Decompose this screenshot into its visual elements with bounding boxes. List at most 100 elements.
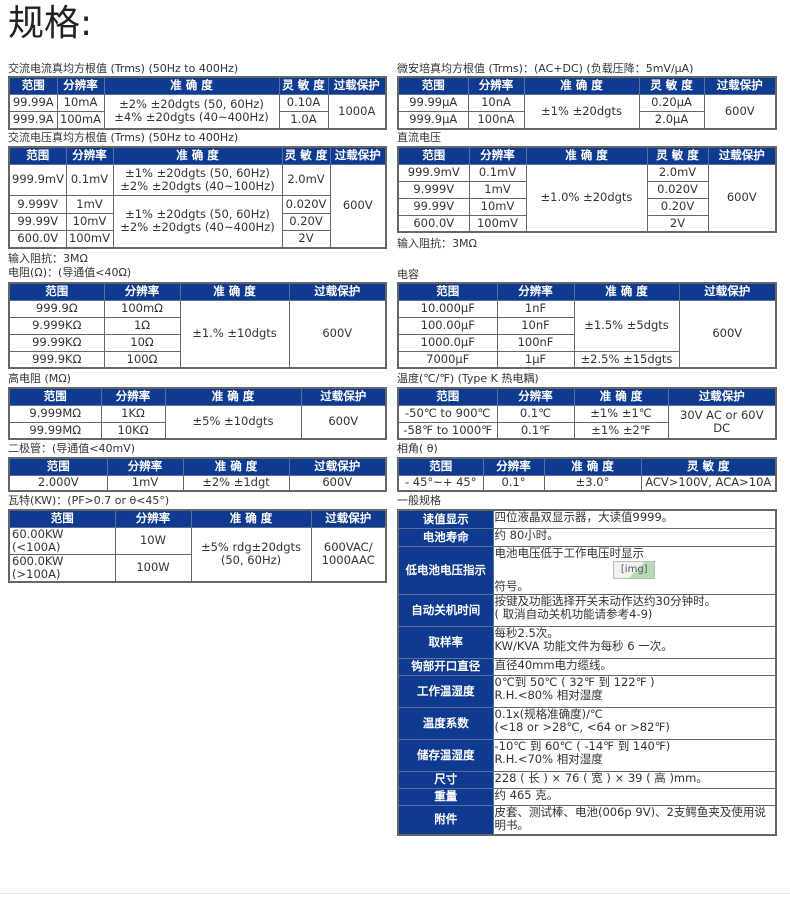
table-cell: 10W: [114, 526, 192, 555]
broken-image-icon: [img]: [613, 560, 656, 579]
table-cell: 10Ω: [103, 333, 181, 352]
header-row: 范围 分辨率准 确 度灵 敏 度: [397, 457, 777, 476]
table-cell: 2V: [646, 214, 709, 233]
column-header-accuracy: 准 确 度: [525, 146, 648, 165]
microamp-caption: 微安培真均方根值 (Trms)：(AC+DC) (负载压降：5mV/µA): [397, 62, 694, 75]
column-header-overload: 过载保护: [288, 457, 387, 476]
column-header-overload: 过载保护: [678, 282, 777, 301]
diode-caption: 二极管：(导通值<40mV): [8, 442, 136, 455]
table-row: 附件 皮套、测试棒、电池(006p 9V)、2支鳄鱼夹及使用说明书。: [397, 804, 777, 836]
column-header-resolution: 分辨率: [468, 146, 527, 165]
table-cell: 1000A: [327, 93, 387, 130]
table-cell: 60.00KW (<100A): [8, 526, 116, 555]
column-header-sensitivity: 灵 敏 度: [281, 146, 331, 165]
table-cell: ±1% ±2℉: [573, 421, 669, 440]
table-cell: 100mΩ: [103, 299, 181, 318]
spec-label: 自动关机时间: [397, 593, 494, 627]
table-row: 999.9A 100mA 1.0A: [8, 110, 386, 130]
column-header-overload: 过载保护: [667, 387, 777, 406]
table-cell: ±1% ±20dgts: [523, 93, 640, 130]
table-cell: 999.9mV: [397, 163, 470, 182]
table-cell: 1000.0µF: [397, 333, 498, 352]
table-cell: 0.1℃: [496, 404, 575, 423]
table-cell: 999.9KΩ: [8, 350, 105, 369]
table-cell: 2.0mV: [281, 163, 331, 196]
table-cell: 9.999V: [397, 180, 470, 199]
table-row: 取样率 每秒2.5次。 KW/KVA 功能文件为每秒 6 一次。: [397, 625, 777, 659]
table-cell: ±3.0°: [543, 474, 642, 492]
temperature-table: 范围 分辨率准 确 度过载保护 -50℃ to 900℃ 0.1℃ ±1% ±1℃ 30V…: [397, 387, 777, 440]
spec-value-line: 符号。: [494, 578, 530, 593]
column-header-range: 范围: [397, 457, 484, 476]
column-header-range: 范围: [397, 282, 498, 301]
header-row: 范围 分辨率准 确 度灵 敏 度过载保护: [8, 76, 387, 95]
table-row: -50℃ to 900℃ 0.1℃ ±1% ±1℃ 30V AC or 60V DC: [397, 404, 777, 440]
table-row: 999.9Ω 100mΩ ±1.% ±10dgts 600V: [8, 299, 387, 369]
table-cell: 皮套、测试棒、电池(006p 9V)、2支鳄鱼夹及使用说明书。: [492, 804, 777, 836]
table-cell: 99.99MΩ: [8, 421, 102, 440]
column-header-resolution: 分辨率: [56, 76, 105, 95]
table-row: 99.99V 10mV 0.20V: [8, 212, 386, 231]
table-cell: 100mV: [468, 214, 527, 233]
general-caption: 一般规格: [397, 494, 441, 507]
phase-table: 范围 分辨率准 确 度灵 敏 度- 45°~+ 45° 0.1° ±3.0° ACV>1…: [397, 457, 777, 492]
high-resistance-caption: 高电阻 (MΩ): [8, 372, 71, 385]
table-cell: 约 80小时。: [492, 527, 777, 547]
column-header-resolution: 分辨率: [496, 282, 575, 301]
column-header-accuracy: 准 确 度: [182, 457, 290, 476]
table-cell: 0.1mV: [468, 163, 527, 182]
table-row: 99.99µA 10nA ±1% ±20dgts 0.20µA 600V: [397, 93, 777, 130]
column-header-overload: 过载保护: [707, 146, 777, 165]
column-header-resolution: 分辨率: [482, 457, 545, 476]
spec-label: 取样率: [397, 625, 494, 659]
table-row: 电池寿命约 80小时。: [397, 527, 777, 547]
table-cell: 7000µF: [397, 350, 498, 369]
column-header-overload: 过载保护: [329, 146, 387, 165]
table-cell: 600V: [300, 404, 387, 440]
table-cell: 99.99V: [8, 212, 67, 231]
temperature-caption: 温度(℃/℉) (Type K 热电耦): [397, 372, 539, 385]
column-header-resolution: 分辨率: [496, 387, 575, 406]
table-cell: 999.9A: [8, 110, 58, 130]
table-cell: 每秒2.5次。 KW/KVA 功能文件为每秒 6 一次。: [492, 625, 777, 659]
table-row: 99.99KΩ 10Ω: [8, 333, 386, 352]
ac-voltage-input-impedance: 输入阻抗：3MΩ: [8, 252, 88, 265]
table-cell: 0℃到 50℃ ( 32℉ 到 122℉ ) R.H.<80% 相对湿度: [492, 674, 777, 708]
table-cell: ±1.% ±10dgts: [179, 299, 290, 369]
header-row: 范围 分辨率准 确 度灵 敏 度过载保护: [397, 146, 777, 165]
ac-current-caption: 交流电流真均方根值 (Trms) (50Hz to 400Hz): [8, 62, 239, 75]
column-header-sensitivity: 灵 敏 度: [640, 457, 777, 476]
table-cell: 600V: [288, 299, 387, 369]
ac-voltage-table: 范围 分辨率准 确 度灵 敏 度过载保护 999.9mV 0.1mV ±1% ±20dg…: [8, 146, 387, 249]
microamp-table: 范围 分辨率准 确 度灵 敏 度过载保护 99.99µA 10nA ±1% ±20dgt…: [397, 76, 777, 130]
table-row: 99.99MΩ 10KΩ: [8, 421, 386, 440]
header-row: 范围 分辨率准 确 度灵 敏 度过载保护: [8, 146, 387, 165]
column-header-resolution: 分辨率: [65, 146, 114, 165]
table-cell: 0.10A: [278, 93, 329, 112]
column-header-sensitivity: 灵 敏 度: [638, 76, 705, 95]
table-row: 自动关机时间 按键及功能选择开关未动作达约30分钟时。 ( 取消自动关机功能请参考…: [397, 593, 777, 627]
table-cell: 10mA: [56, 93, 105, 112]
table-cell: 0.20V: [281, 212, 331, 231]
column-header-accuracy: 准 确 度: [112, 146, 283, 165]
table-cell: 1KΩ: [100, 404, 166, 423]
table-row: 尺寸 228 ( 长 ) × 76 ( 宽 ) × 39 ( 高 )mm。: [397, 770, 777, 789]
column-header-accuracy: 准 确 度: [523, 76, 640, 95]
column-header-accuracy: 准 确 度: [190, 509, 312, 528]
table-cell: ±1.0% ±20dgts: [525, 163, 648, 233]
column-header-range: 范围: [8, 146, 67, 165]
spec-label: 读值显示: [397, 509, 494, 529]
column-header-accuracy: 准 确 度: [573, 282, 680, 301]
table-cell: ±2% ±20dgts (50, 60Hz) ±4% ±20dgts (40~4…: [103, 93, 280, 130]
table-cell: 99.99KΩ: [8, 333, 105, 352]
page-title: 规格:: [8, 3, 93, 44]
table-row: 600.0V 100mV 2V: [397, 214, 776, 233]
spec-label: 重量: [397, 787, 494, 806]
table-cell: 9.999KΩ: [8, 316, 105, 335]
table-cell: 1.0A: [278, 110, 329, 130]
table-cell: 9.999MΩ: [8, 404, 102, 423]
table-row: 10.000µF 1nF ±1.5% ±5dgts 600V: [397, 299, 777, 369]
table-row: - 45°~+ 45° 0.1° ±3.0° ACV>100V, ACA>10A: [397, 474, 777, 492]
column-header-range: 范围: [8, 282, 105, 301]
table-cell: ±1.5% ±5dgts: [573, 299, 680, 352]
